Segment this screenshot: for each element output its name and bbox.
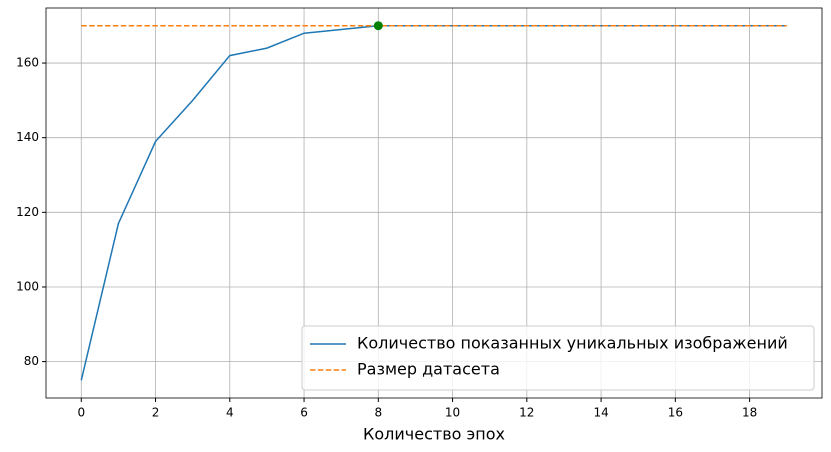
legend-label: Размер датасета bbox=[357, 360, 500, 379]
x-tick-label: 8 bbox=[374, 406, 382, 420]
plot-frame bbox=[45, 7, 823, 399]
y-tick-label: 80 bbox=[24, 354, 39, 368]
x-tick-label: 18 bbox=[742, 406, 757, 420]
x-tick-label: 2 bbox=[152, 406, 160, 420]
y-tick-label: 160 bbox=[16, 56, 39, 70]
x-tick-label: 10 bbox=[445, 406, 460, 420]
x-tick-label: 4 bbox=[226, 406, 234, 420]
x-tick-label: 0 bbox=[77, 406, 85, 420]
x-tick-label: 6 bbox=[300, 406, 308, 420]
marker bbox=[373, 21, 383, 31]
legend: Количество показанных уникальных изображ… bbox=[301, 325, 815, 391]
x-tick-label: 12 bbox=[519, 406, 534, 420]
x-axis-label: Количество эпох bbox=[363, 425, 505, 444]
legend-label: Количество показанных уникальных изображ… bbox=[357, 334, 788, 353]
legend-box bbox=[301, 325, 815, 391]
x-tick-label: 14 bbox=[593, 406, 608, 420]
y-tick-label: 120 bbox=[16, 205, 39, 219]
y-tick-label: 140 bbox=[16, 130, 39, 144]
x-tick-label: 16 bbox=[668, 406, 683, 420]
y-tick-label: 100 bbox=[16, 279, 39, 293]
